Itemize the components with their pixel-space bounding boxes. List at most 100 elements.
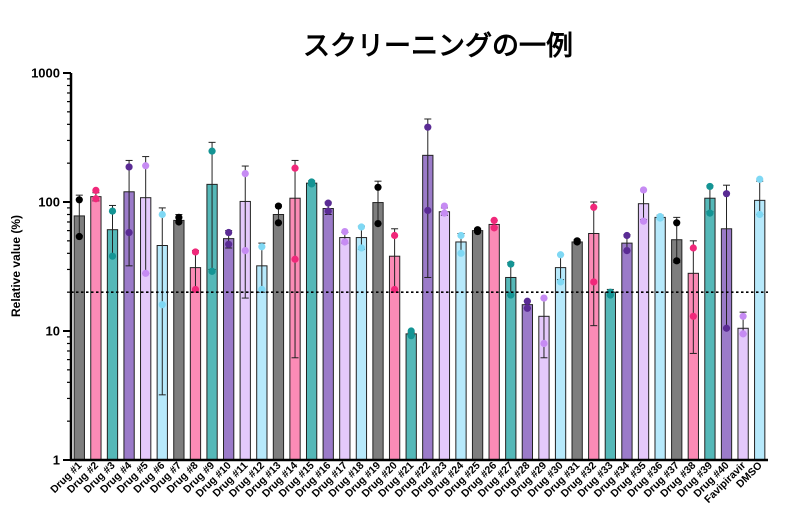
data-point	[673, 257, 681, 265]
axes	[69, 73, 768, 462]
data-point	[274, 219, 283, 227]
data-point	[341, 238, 349, 246]
data-point	[722, 324, 731, 332]
data-point	[556, 278, 565, 286]
data-point	[523, 297, 531, 305]
data-point	[689, 244, 697, 252]
data-point	[208, 267, 216, 275]
data-point	[241, 247, 249, 255]
bars	[73, 154, 766, 461]
data-point	[689, 312, 697, 320]
data-point	[258, 285, 266, 294]
data-point	[225, 228, 233, 237]
data-point	[208, 147, 216, 155]
data-point	[407, 332, 415, 340]
bar	[256, 265, 268, 461]
data-point	[424, 206, 432, 215]
data-point	[739, 330, 747, 338]
chart-title: スクリーニングの一例	[303, 30, 573, 62]
data-point	[125, 163, 133, 171]
data-point	[92, 186, 100, 195]
data-point	[756, 210, 764, 219]
data-point	[706, 182, 714, 191]
data-point	[440, 202, 448, 210]
data-point	[739, 312, 747, 320]
y-tick-label: 1000	[31, 66, 60, 81]
data-point	[75, 196, 83, 204]
bar	[455, 241, 467, 461]
data-point	[540, 294, 548, 302]
y-tick-label: 1	[53, 453, 60, 468]
data-point	[440, 209, 448, 217]
data-point	[92, 195, 100, 203]
data-point	[639, 186, 648, 194]
data-point	[158, 210, 166, 219]
data-point	[357, 244, 366, 252]
data-point	[142, 269, 150, 277]
bar	[73, 215, 85, 461]
data-point	[274, 202, 283, 210]
bar	[189, 267, 202, 461]
data-point	[639, 217, 648, 225]
data-point	[291, 255, 299, 263]
data-point	[308, 180, 316, 188]
data-point	[722, 190, 731, 198]
data-point	[457, 249, 465, 257]
bar	[355, 237, 368, 461]
data-point	[590, 203, 598, 211]
bar	[737, 327, 749, 461]
data-point	[341, 227, 349, 236]
bar	[322, 208, 334, 461]
data-point	[324, 199, 332, 207]
data-point	[673, 219, 681, 227]
data-point	[191, 285, 200, 294]
bar	[488, 223, 500, 461]
data-point	[623, 247, 631, 255]
bar	[471, 230, 484, 461]
data-points	[75, 123, 764, 348]
data-point	[507, 291, 515, 299]
data-point	[142, 162, 150, 170]
bar	[571, 241, 583, 461]
bar	[505, 276, 517, 461]
bar	[671, 239, 683, 461]
y-tick-label: 10	[46, 324, 60, 339]
data-point	[556, 251, 565, 259]
bar	[554, 267, 567, 461]
bar	[754, 199, 766, 461]
data-point	[590, 278, 598, 286]
y-tick-label: 100	[38, 195, 60, 210]
data-point	[225, 240, 233, 248]
data-point	[391, 285, 399, 294]
data-point	[108, 207, 117, 215]
data-point	[656, 214, 664, 222]
y-axis-label: Relative value (%)	[9, 215, 23, 317]
bar	[173, 219, 185, 461]
data-point	[706, 209, 714, 217]
data-point	[158, 301, 166, 309]
bar	[372, 202, 384, 461]
bar	[621, 242, 633, 461]
data-point	[75, 232, 83, 241]
data-point	[241, 170, 249, 178]
data-point	[523, 304, 531, 312]
data-point	[473, 227, 482, 236]
bar	[106, 229, 119, 461]
bar	[405, 333, 417, 461]
data-point	[374, 220, 382, 228]
data-point	[191, 248, 200, 256]
data-point	[291, 164, 299, 172]
bar	[704, 197, 716, 461]
bar	[223, 238, 235, 461]
data-point	[424, 123, 432, 131]
data-point	[573, 238, 581, 246]
bar	[521, 304, 534, 461]
data-point	[623, 231, 631, 240]
data-point	[507, 260, 515, 268]
bar	[272, 214, 285, 461]
data-point	[540, 339, 548, 348]
bar	[604, 291, 616, 461]
data-point	[258, 243, 266, 251]
